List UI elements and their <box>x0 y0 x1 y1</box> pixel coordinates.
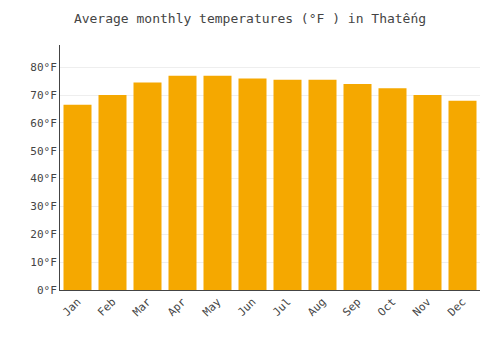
svg-text:Sep: Sep <box>340 296 363 319</box>
svg-text:60°F: 60°F <box>30 117 57 130</box>
svg-text:Mar: Mar <box>130 295 154 319</box>
svg-text:0°F: 0°F <box>37 284 57 297</box>
svg-text:40°F: 40°F <box>30 172 57 185</box>
svg-text:Aug: Aug <box>305 296 328 319</box>
svg-text:20°F: 20°F <box>30 228 57 241</box>
svg-text:Jul: Jul <box>270 296 293 319</box>
svg-text:Jun: Jun <box>235 296 258 319</box>
svg-text:10°F: 10°F <box>30 256 57 269</box>
svg-text:Feb: Feb <box>95 296 118 319</box>
svg-text:80°F: 80°F <box>30 61 57 74</box>
svg-text:May: May <box>200 295 224 319</box>
svg-text:Jan: Jan <box>60 296 83 319</box>
svg-text:Oct: Oct <box>375 296 398 319</box>
svg-text:Apr: Apr <box>165 295 189 319</box>
svg-text:70°F: 70°F <box>30 89 57 102</box>
svg-text:50°F: 50°F <box>30 145 57 158</box>
svg-text:Nov: Nov <box>410 295 434 319</box>
svg-text:Average monthly temperatures (: Average monthly temperatures (°F ) in Th… <box>74 11 426 26</box>
svg-text:30°F: 30°F <box>30 200 57 213</box>
svg-text:Dec: Dec <box>445 296 468 319</box>
